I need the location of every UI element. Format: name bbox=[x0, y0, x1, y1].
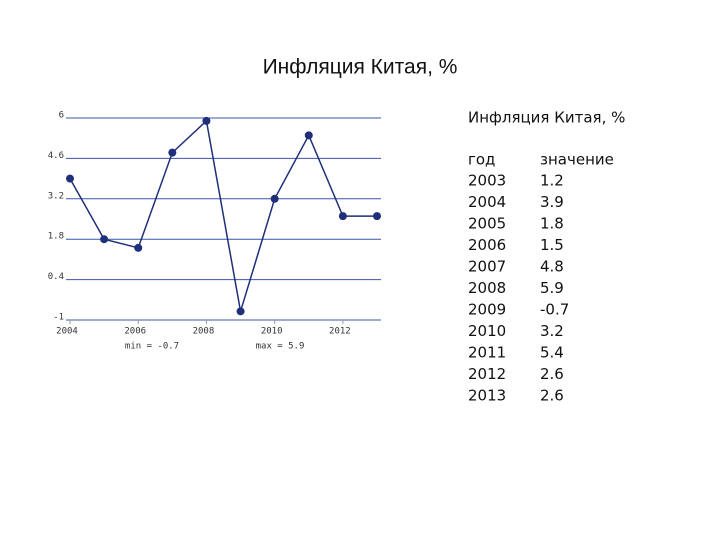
table-title: Инфляция Китая, % bbox=[468, 109, 625, 127]
table-header: значение bbox=[540, 151, 614, 169]
table-cell: 2.6 bbox=[540, 387, 564, 405]
table-cell: 2003 bbox=[468, 172, 506, 190]
x-tick-label: 2010 bbox=[261, 327, 283, 337]
table-cell: 1.2 bbox=[540, 172, 564, 190]
point bbox=[134, 243, 143, 252]
point bbox=[270, 194, 279, 203]
y-tick-label: -1 bbox=[53, 313, 64, 323]
table-header: год bbox=[468, 151, 495, 169]
point bbox=[304, 131, 313, 140]
table-cell: 3.2 bbox=[540, 322, 564, 340]
point bbox=[100, 235, 109, 244]
table-cell: 2011 bbox=[468, 344, 506, 362]
table-cell: 4.8 bbox=[540, 258, 564, 276]
x-tick-label: 2008 bbox=[193, 327, 215, 337]
line bbox=[69, 119, 377, 312]
table-cell: 2008 bbox=[468, 279, 506, 297]
y-tick-label: 4.6 bbox=[48, 151, 64, 161]
slide-title: Инфляция Китая, % bbox=[263, 56, 458, 79]
table-cell: 2012 bbox=[468, 365, 506, 383]
table-cell: 2009 bbox=[468, 301, 506, 319]
table-cell: 1.5 bbox=[540, 236, 564, 254]
table-cell: 3.9 bbox=[540, 193, 564, 211]
point bbox=[168, 148, 177, 157]
y-tick-label: 6 bbox=[59, 111, 64, 121]
table-cell: 2.6 bbox=[540, 365, 564, 383]
table-cell: 5.9 bbox=[540, 279, 564, 297]
table-cell: 1.8 bbox=[540, 215, 564, 233]
x-tick-label: 2006 bbox=[124, 327, 146, 337]
table-cell: 2010 bbox=[468, 322, 506, 340]
point bbox=[338, 212, 347, 221]
x-tick-label: 2004 bbox=[56, 327, 78, 337]
point bbox=[202, 116, 211, 125]
table-cell: 5.4 bbox=[540, 344, 564, 362]
table-cell: 2007 bbox=[468, 258, 506, 276]
point bbox=[66, 174, 74, 183]
y-tick-label: 3.2 bbox=[48, 191, 64, 201]
table-cell: 2004 bbox=[468, 193, 506, 211]
table-cell: 2013 bbox=[468, 387, 506, 405]
point bbox=[373, 212, 381, 221]
table-cell: 2005 bbox=[468, 215, 506, 233]
y-tick-label: 0.4 bbox=[48, 272, 64, 282]
annotation: min = -0.7 bbox=[125, 342, 179, 352]
annotation: max = 5.9 bbox=[256, 342, 305, 352]
table-cell: 2006 bbox=[468, 236, 506, 254]
y-tick-label: 1.8 bbox=[48, 232, 64, 242]
x-tick-label: 2012 bbox=[329, 327, 351, 337]
point bbox=[236, 307, 245, 316]
table-cell: -0.7 bbox=[540, 301, 569, 319]
